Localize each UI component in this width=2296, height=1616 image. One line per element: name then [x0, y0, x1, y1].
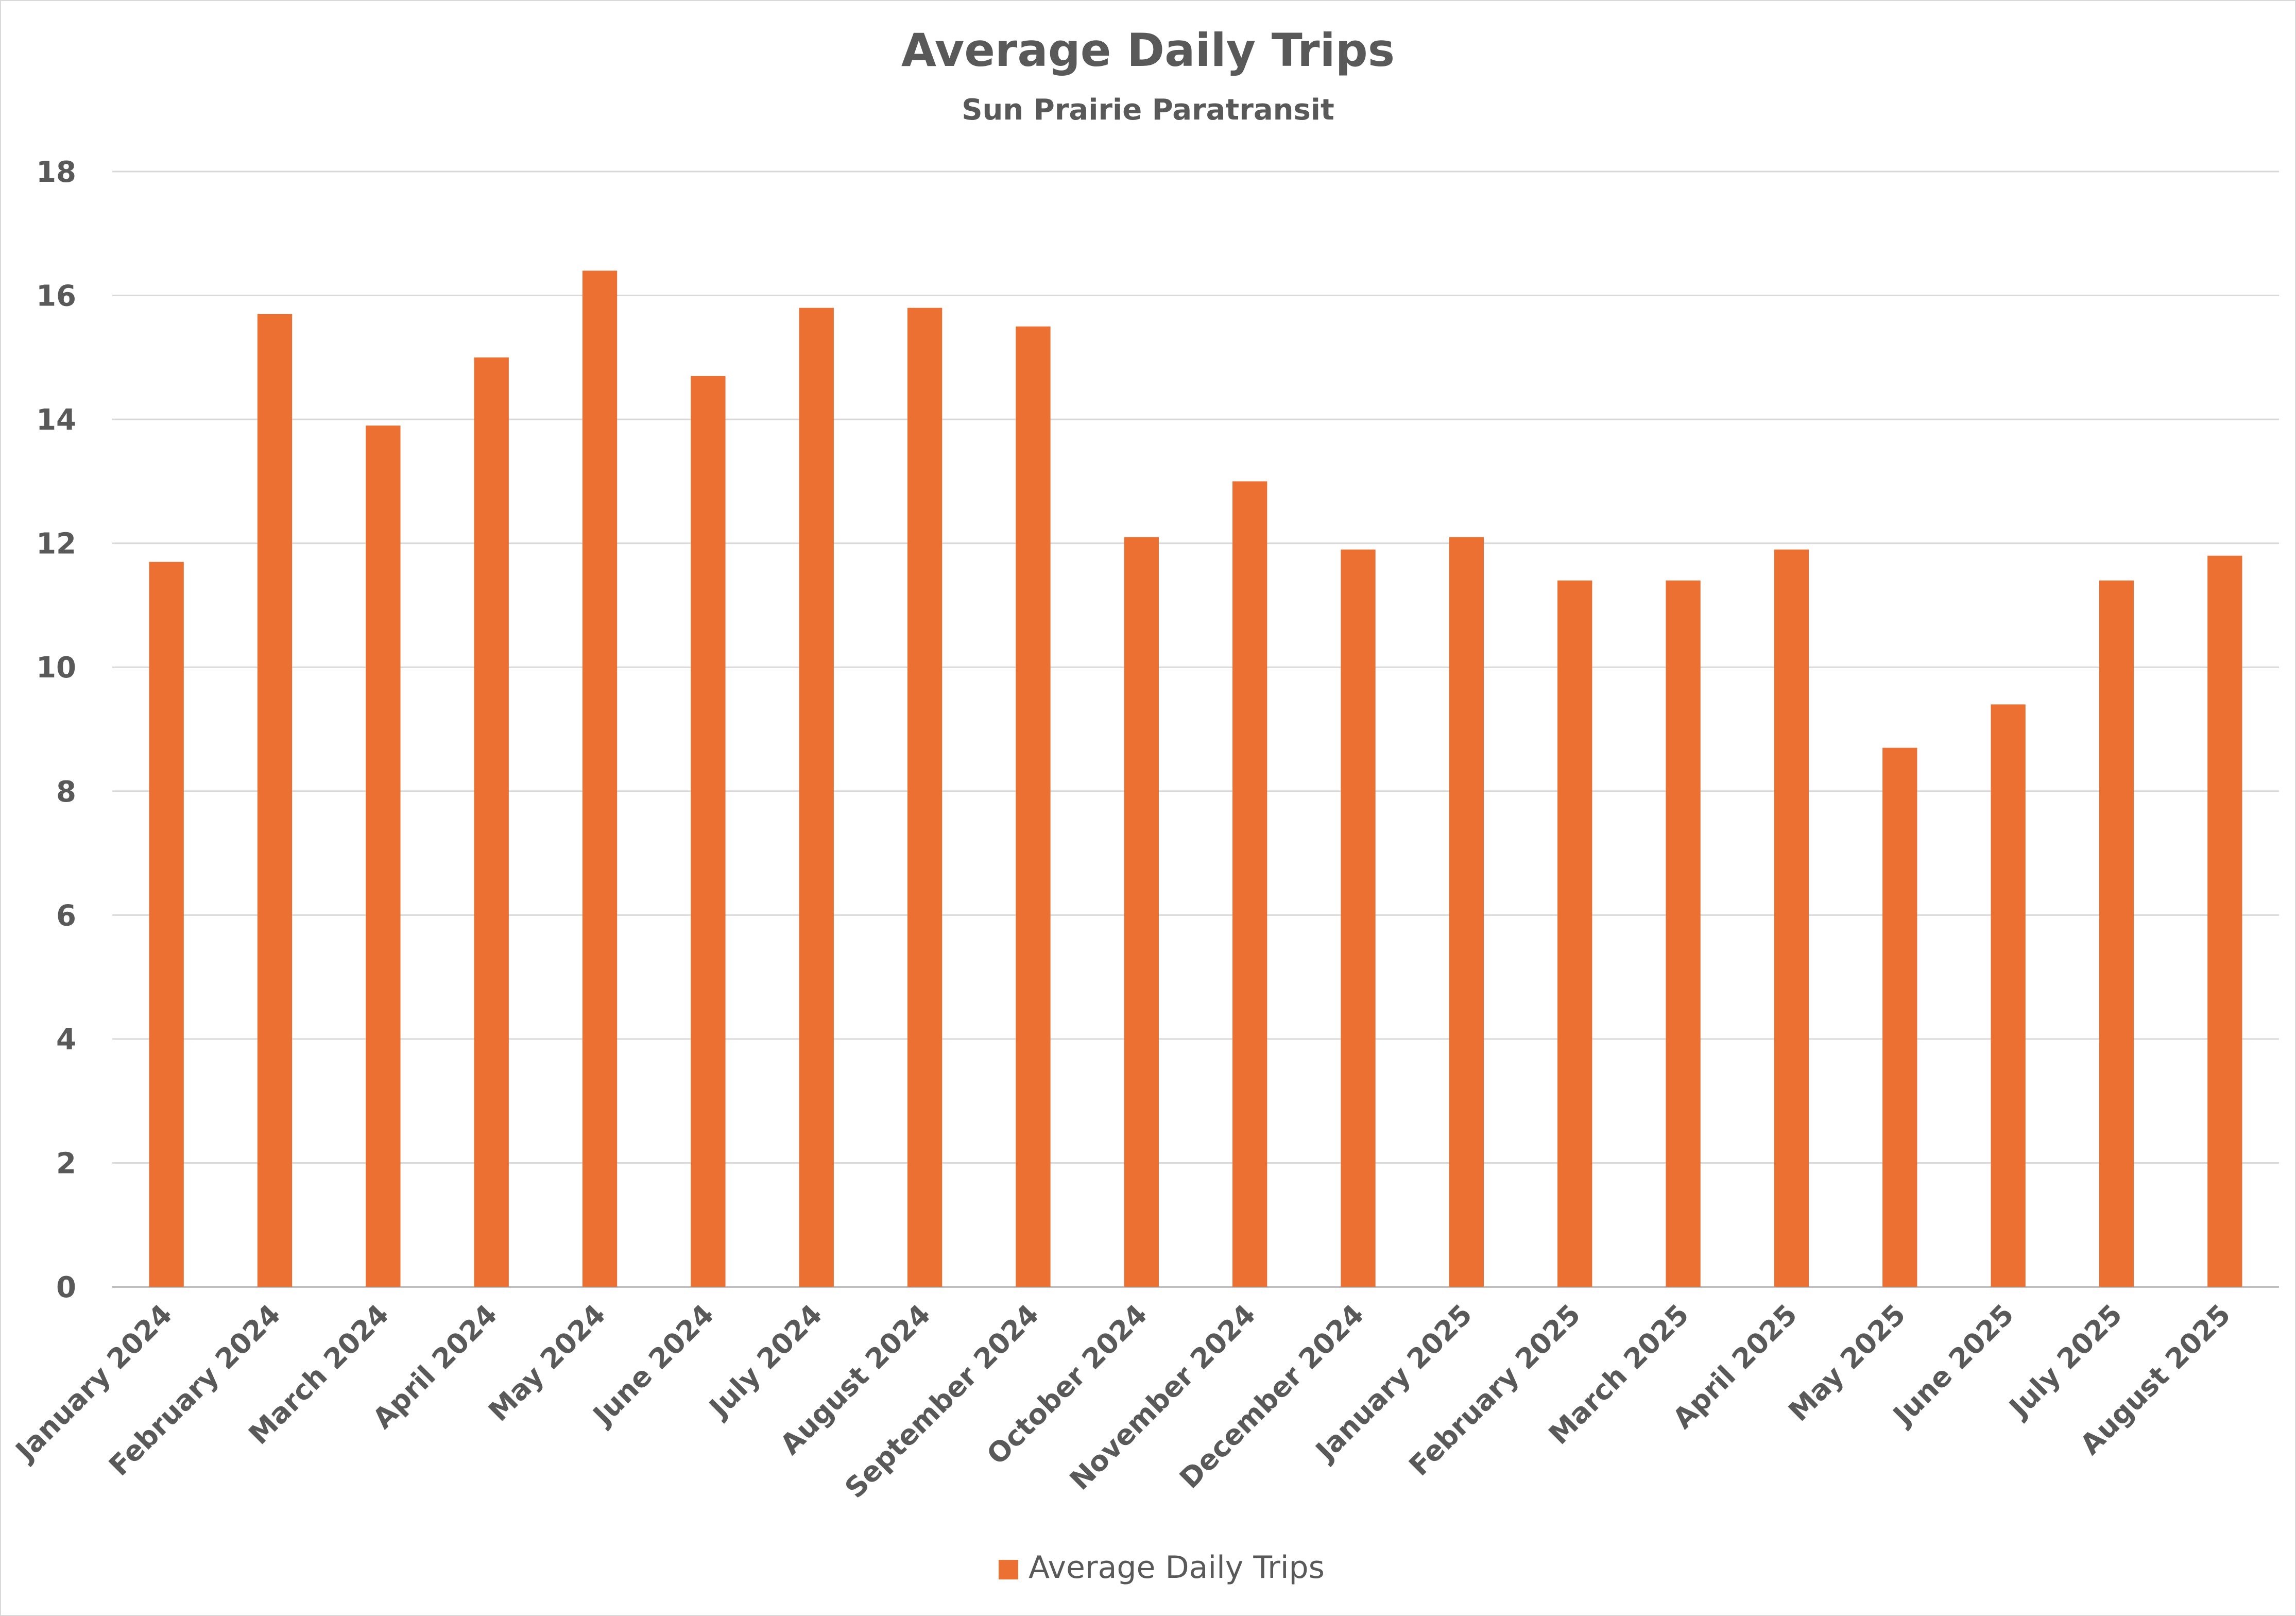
bar — [582, 270, 618, 1287]
bar — [799, 308, 834, 1287]
y-tick-label: 16 — [36, 280, 76, 313]
y-axis-ticks: 0 2 4 6 8 10 12 14 16 18 — [36, 156, 76, 1304]
x-tick-label: December 2024 — [1173, 1298, 1370, 1495]
bar — [1341, 549, 1376, 1287]
legend-swatch — [999, 1560, 1018, 1579]
bar — [691, 376, 726, 1287]
y-tick-label: 10 — [36, 651, 76, 685]
bar — [474, 357, 509, 1287]
bar — [366, 426, 401, 1287]
bar — [1774, 549, 1809, 1287]
y-tick-label: 6 — [56, 899, 76, 932]
x-tick-label: November 2024 — [1064, 1298, 1262, 1496]
y-tick-label: 8 — [56, 775, 76, 809]
y-tick-label: 4 — [56, 1023, 76, 1057]
y-tick-label: 18 — [36, 156, 76, 189]
bars — [149, 270, 2242, 1287]
chart-subtitle: Sun Prairie Paratransit — [962, 93, 1334, 127]
y-tick-label: 0 — [56, 1271, 76, 1304]
bar — [907, 308, 943, 1287]
y-tick-label: 2 — [56, 1147, 76, 1180]
bar — [1232, 481, 1267, 1287]
bar — [1016, 326, 1051, 1287]
legend-label: Average Daily Trips — [1029, 1550, 1325, 1586]
bar — [1557, 580, 1592, 1287]
bar — [1882, 747, 1917, 1287]
bar — [1991, 704, 2026, 1287]
bar — [1449, 537, 1484, 1287]
bar — [257, 314, 293, 1287]
bar — [149, 562, 184, 1287]
bar — [2099, 580, 2134, 1287]
y-tick-label: 14 — [36, 403, 76, 437]
bar — [1124, 537, 1159, 1287]
x-tick-label: September 2024 — [838, 1298, 1045, 1505]
gridlines — [112, 171, 2279, 1288]
legend: Average Daily Trips — [999, 1550, 1325, 1586]
bar — [1666, 580, 1701, 1287]
y-tick-label: 12 — [36, 528, 76, 561]
chart-title: Average Daily Trips — [901, 24, 1395, 77]
bar — [2207, 555, 2242, 1287]
